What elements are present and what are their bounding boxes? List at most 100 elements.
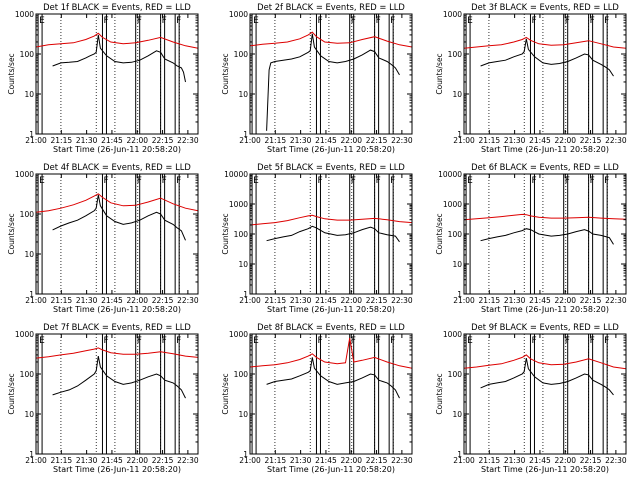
y-tick-label: 1000 — [229, 10, 248, 19]
y-tick-label: 10 — [24, 410, 34, 419]
panel-title: Det 9f BLACK = Events, RED = LLD — [471, 322, 619, 332]
flag-letter: F — [176, 336, 181, 346]
flag-letter: E — [467, 16, 473, 26]
x-tick-label: 21:45 — [315, 136, 337, 145]
y-tick-label: 100 — [234, 230, 249, 239]
x-tick-label: 21:45 — [529, 456, 551, 465]
y-tick-label: 10000 — [224, 170, 248, 179]
y-tick-label: 1 — [29, 450, 34, 459]
panel-title: Det 1f BLACK = Events, RED = LLD — [43, 2, 191, 12]
series-events-line — [52, 194, 186, 241]
x-tick-label: 22:30 — [605, 456, 627, 465]
x-tick-label: 21:30 — [290, 456, 312, 465]
x-axis-label: Start Time (26-Jun-11 20:58:20) — [481, 465, 609, 474]
x-axis-label: Start Time (26-Jun-11 20:58:20) — [53, 145, 181, 154]
x-tick-label: 21:15 — [265, 136, 287, 145]
panel-title: Det 5f BLACK = Events, RED = LLD — [257, 162, 405, 172]
panel-title: Det 4f BLACK = Events, RED = LLD — [43, 162, 191, 172]
panel-title: Det 7f BLACK = Events, RED = LLD — [43, 322, 191, 332]
series-lld-line — [463, 36, 627, 49]
series-events-line — [266, 225, 400, 243]
flag-letter: F — [176, 16, 181, 26]
x-tick-label: 22:30 — [391, 296, 413, 305]
y-tick-label: 100 — [234, 50, 249, 59]
x-tick-label: 21:15 — [51, 456, 73, 465]
y-tick-label: 1 — [243, 130, 248, 139]
x-axis-label: Start Time (26-Jun-11 20:58:20) — [53, 465, 181, 474]
x-tick-label: 21:00 — [25, 456, 47, 465]
flag-letter: F — [351, 16, 356, 26]
y-tick-label: 100 — [448, 230, 463, 239]
x-tick-label: 22:00 — [340, 136, 362, 145]
series-lld-line — [249, 214, 413, 226]
x-tick-label: 21:30 — [76, 136, 98, 145]
x-tick-label: 21:15 — [479, 456, 501, 465]
y-tick-label: 1000 — [443, 10, 462, 19]
series-lld-line — [463, 213, 627, 221]
flag-letter: F — [390, 176, 395, 186]
x-tick-label: 21:00 — [453, 136, 475, 145]
x-tick-label: 21:45 — [101, 136, 123, 145]
flag-letter: F — [531, 176, 536, 186]
series-lld-line — [249, 31, 413, 48]
series-lld-line — [35, 347, 199, 359]
y-tick-label: 10 — [452, 410, 462, 419]
flag-letter: F — [137, 16, 142, 26]
y-tick-label: 1 — [29, 290, 34, 299]
x-tick-label: 21:30 — [504, 296, 526, 305]
x-tick-label: 22:30 — [391, 456, 413, 465]
flag-letter: F — [531, 16, 536, 26]
x-axis-label: Start Time (26-Jun-11 20:58:20) — [53, 305, 181, 314]
x-axis-label: Start Time (26-Jun-11 20:58:20) — [481, 145, 609, 154]
series-events-line — [266, 33, 400, 131]
x-tick-label: 21:15 — [265, 456, 287, 465]
x-tick-label: 21:15 — [265, 296, 287, 305]
x-tick-label: 22:15 — [152, 136, 174, 145]
y-axis-label: Counts/sec — [7, 213, 16, 254]
panel-title: Det 6f BLACK = Events, RED = LLD — [471, 162, 619, 172]
y-tick-label: 10 — [238, 260, 248, 269]
flag-letter: E — [39, 176, 45, 186]
x-tick-label: 21:15 — [479, 136, 501, 145]
flag-letter: F — [565, 176, 570, 186]
x-tick-label: 21:00 — [239, 296, 261, 305]
y-tick-label: 1 — [457, 290, 462, 299]
flag-letter: F — [604, 336, 609, 346]
y-axis-label: Counts/sec — [221, 213, 230, 254]
series-lld-line — [35, 32, 199, 49]
x-tick-label: 22:30 — [605, 136, 627, 145]
x-tick-label: 22:30 — [391, 136, 413, 145]
y-tick-label: 100 — [20, 370, 35, 379]
x-tick-label: 21:00 — [453, 296, 475, 305]
plot-frame — [463, 173, 627, 295]
x-tick-label: 21:30 — [290, 136, 312, 145]
y-tick-label: 10 — [452, 260, 462, 269]
x-tick-label: 21:15 — [51, 296, 73, 305]
x-tick-label: 21:30 — [290, 296, 312, 305]
series-events-line — [480, 358, 614, 396]
y-axis-label: Counts/sec — [7, 373, 16, 414]
x-tick-label: 22:00 — [126, 136, 148, 145]
y-tick-label: 1000 — [443, 200, 462, 209]
plot-frame — [463, 333, 627, 455]
flag-letter: F — [390, 16, 395, 26]
x-tick-label: 22:15 — [580, 296, 602, 305]
x-tick-label: 22:00 — [554, 456, 576, 465]
plot-frame — [35, 13, 199, 135]
x-tick-label: 21:00 — [239, 136, 261, 145]
flag-letter: F — [162, 176, 167, 186]
y-tick-label: 1000 — [15, 10, 34, 19]
y-axis-label: Counts/sec — [7, 53, 16, 94]
flag-letter: F — [531, 336, 536, 346]
panel-title: Det 8f BLACK = Events, RED = LLD — [257, 322, 405, 332]
x-tick-label: 21:15 — [51, 136, 73, 145]
y-tick-label: 10 — [452, 90, 462, 99]
y-tick-label: 1000 — [15, 170, 34, 179]
plot-frame — [35, 333, 199, 455]
flag-letter: F — [103, 176, 108, 186]
y-tick-label: 1 — [29, 130, 34, 139]
